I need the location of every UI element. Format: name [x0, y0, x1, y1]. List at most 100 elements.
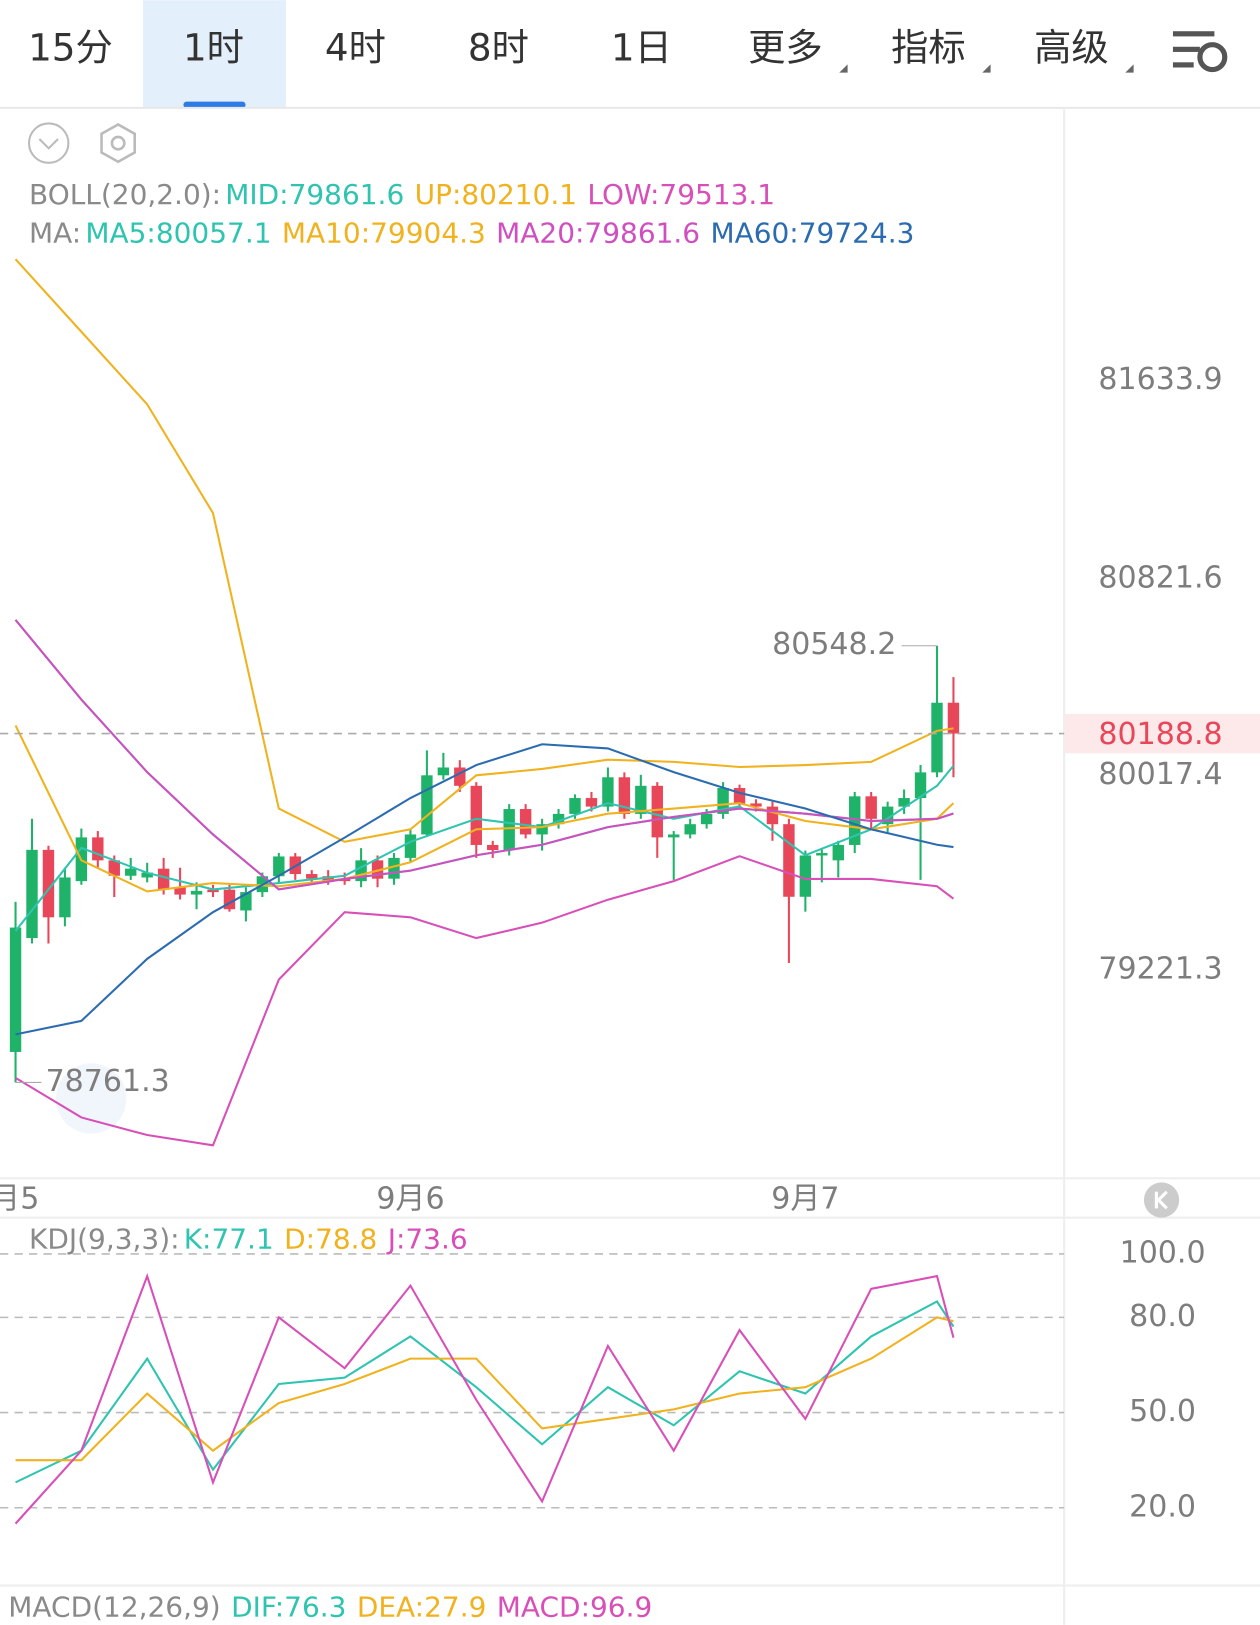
y-tick-label: 79221.3 — [1098, 952, 1222, 987]
y-tick-label: 20.0 — [1129, 1489, 1196, 1524]
candle-body — [42, 849, 55, 918]
candle-body — [569, 798, 581, 814]
y-tick-label: 100.0 — [1120, 1235, 1206, 1270]
candle-body — [388, 857, 400, 879]
candle-body — [668, 834, 680, 838]
candle-body — [437, 767, 450, 776]
candle-body — [865, 796, 877, 819]
candle-body — [898, 798, 910, 807]
candle-body — [519, 809, 532, 835]
candle-body — [931, 702, 943, 773]
legend-label: MA: — [29, 216, 81, 249]
tab[interactable]: 15分 — [28, 25, 113, 69]
min-label: 78761.3 — [46, 1064, 170, 1099]
tab[interactable]: 1日 — [611, 25, 672, 69]
macd-item: DEA:27.9 — [357, 1590, 487, 1623]
candle-body — [552, 813, 565, 825]
y-tick-label: 80017.4 — [1098, 757, 1222, 792]
candle-body — [585, 798, 598, 807]
collapse-button[interactable] — [27, 122, 70, 164]
tab[interactable]: 4时 — [325, 25, 386, 69]
k-button[interactable] — [1143, 1182, 1180, 1218]
candle-body — [651, 785, 663, 838]
selected-tab-underline — [183, 101, 246, 108]
kdj-line — [14, 1272, 955, 1525]
candle-body — [700, 813, 713, 825]
dropdown-triangle — [1125, 64, 1134, 73]
candle-body — [618, 777, 631, 814]
icon-part — [1197, 42, 1228, 73]
settings-icon[interactable] — [1172, 31, 1228, 73]
tab[interactable]: 1时 — [183, 25, 244, 69]
legend-item: LOW:79513.1 — [587, 178, 775, 211]
selected-tab-bg — [142, 0, 286, 108]
x-tick-label: 9月6 — [376, 1182, 444, 1217]
indicator-line — [15, 743, 954, 1036]
candle-body — [503, 809, 515, 851]
candle-body — [108, 860, 120, 876]
candle-body — [832, 844, 844, 861]
legend: MA: MA5:80057.1 MA10:79904.3 MA20:79861.6 MA… — [29, 216, 914, 249]
last-price-label: 80188.8 — [1098, 717, 1222, 752]
candle-body — [26, 849, 38, 939]
tab[interactable]: 指标 — [891, 25, 966, 69]
kdj-line — [15, 1316, 954, 1462]
indicator-line — [14, 258, 954, 843]
candle-body — [157, 868, 170, 890]
candle-body — [223, 889, 236, 910]
candle-body — [635, 785, 647, 814]
candle-body — [9, 927, 22, 1052]
candle-body — [306, 874, 318, 879]
icon-part — [1172, 31, 1215, 37]
candle-body — [766, 806, 779, 825]
y-tick-label: 50.0 — [1129, 1394, 1196, 1429]
indicator-line — [15, 855, 955, 1147]
legend-item: J:73.6 — [386, 1222, 468, 1255]
kdj-line — [15, 1300, 955, 1484]
indicator-line — [14, 725, 955, 893]
last-price-bg — [1065, 713, 1260, 754]
candle-body — [125, 868, 137, 876]
candle-body — [849, 796, 861, 845]
icon-part — [110, 135, 126, 151]
tab[interactable]: 更多 — [748, 25, 823, 69]
candle-body — [141, 872, 153, 878]
legend-item: MA5:80057.1 — [85, 216, 271, 249]
y-tick-label: 80821.6 — [1098, 560, 1222, 595]
candle-body — [470, 785, 482, 845]
max-label: 80548.2 — [772, 627, 896, 662]
tab[interactable]: 8时 — [468, 25, 529, 69]
indicator-line — [14, 765, 955, 932]
icon-part — [1172, 46, 1200, 52]
macd-label: MACD(12,26,9) — [8, 1590, 220, 1623]
macd-item: DIF:76.3 — [231, 1590, 346, 1623]
candle-body — [750, 803, 762, 807]
candle-body — [404, 834, 417, 858]
chart-title: KDJ(9,3,3): — [29, 1222, 180, 1255]
candle-body — [207, 889, 219, 893]
legend-item: D:78.8 — [284, 1222, 377, 1255]
candle-body — [371, 860, 384, 879]
candle-body — [881, 806, 894, 825]
candle-body — [322, 876, 334, 882]
candle-body — [240, 892, 252, 911]
candle-body — [717, 788, 729, 814]
legend-item: K:77.1 — [184, 1222, 274, 1255]
candle-body — [947, 702, 960, 734]
icon-part — [27, 122, 70, 164]
legend-item: MID:79861.6 — [225, 178, 404, 211]
candle-body — [174, 887, 186, 895]
y-tick-label: 81633.9 — [1098, 362, 1222, 397]
candle-body — [487, 844, 499, 851]
legend-item: MA20:79861.6 — [496, 216, 700, 249]
macd-item: MACD:96.9 — [497, 1590, 653, 1623]
legend-item: MA60:79724.3 — [710, 216, 914, 249]
indicator-settings-icon[interactable] — [100, 122, 136, 164]
float-button[interactable] — [55, 1063, 127, 1134]
tab[interactable]: 高级 — [1034, 25, 1109, 69]
legend-label: BOLL(20,2.0): — [29, 178, 221, 211]
candle-body — [355, 860, 367, 882]
legend-item: MA10:79904.3 — [282, 216, 486, 249]
dropdown-triangle — [982, 64, 991, 73]
